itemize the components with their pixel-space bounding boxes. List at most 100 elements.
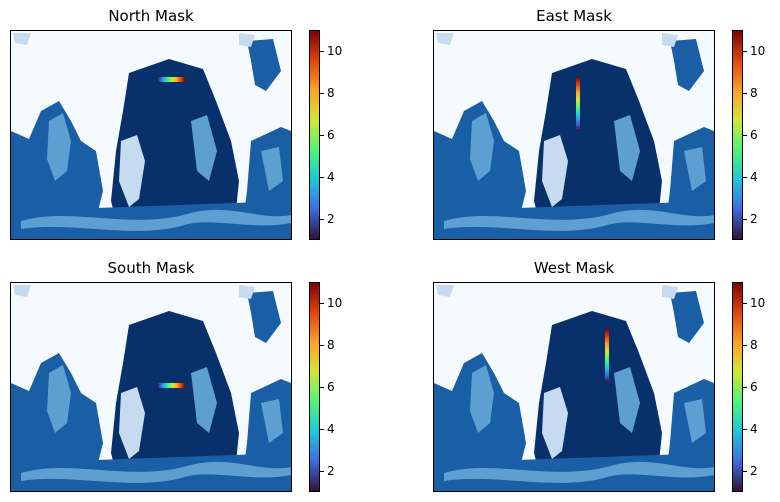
colorbar-tick-mark [320, 471, 324, 472]
map-plot [10, 30, 292, 240]
ocean-region-8 [542, 387, 568, 459]
panel-title: West Mask [533, 259, 615, 277]
map-plot [433, 30, 715, 240]
panel-north-mask: North Mask 2 4 6 8 10 [0, 0, 390, 251]
colorbar-tick-label: 10 [327, 44, 343, 58]
colorbar-tick-mark [743, 471, 747, 472]
ocean-region-3 [247, 291, 281, 343]
map-plot [433, 282, 715, 492]
ocean-region-5 [684, 399, 706, 443]
ocean-region-5 [261, 399, 283, 443]
colorbar-tick-mark [743, 387, 747, 388]
ocean-region-7 [444, 461, 714, 483]
ocean-region-8 [542, 135, 568, 207]
colorbar [309, 282, 320, 492]
colorbar-tick-label: 2 [327, 464, 335, 478]
colorbar-tick-label: 8 [327, 86, 335, 100]
ocean-region-10 [436, 285, 454, 297]
colorbar-tick-label: 4 [327, 170, 335, 184]
panel-title: North Mask [108, 7, 194, 25]
map-heatmap [11, 283, 291, 491]
ocean-region-8 [119, 387, 145, 459]
colorbar-tick-mark [320, 219, 324, 220]
ocean-region-9 [191, 367, 217, 433]
colorbar-tick-label: 4 [750, 422, 758, 436]
ocean-region-0 [111, 311, 239, 491]
colorbar-tick-label: 2 [750, 464, 758, 478]
colorbar-tick-mark [320, 303, 324, 304]
colorbar-tick-mark [743, 345, 747, 346]
colorbar-tick-label: 10 [750, 296, 766, 310]
map-heatmap [11, 31, 291, 239]
colorbar-tick-label: 6 [750, 128, 758, 142]
map-heatmap [434, 283, 714, 491]
colorbar-tick-mark [743, 93, 747, 94]
colorbar-tick-label: 8 [327, 338, 335, 352]
ocean-region-2 [470, 365, 494, 433]
ocean-region-11 [662, 285, 678, 299]
ocean-region-3 [670, 291, 704, 343]
ocean-region-0 [534, 311, 662, 491]
panel-south-mask: South Mask 2 4 6 8 10 [10, 259, 343, 492]
colorbar-tick-mark [320, 387, 324, 388]
ocean-region-2 [47, 365, 71, 433]
mask-strip [157, 77, 185, 82]
ocean-region-10 [436, 33, 454, 45]
map-plot [10, 282, 292, 492]
mask-strip [576, 77, 580, 131]
colorbar-tick-mark [743, 51, 747, 52]
ocean-region-7 [444, 209, 714, 231]
colorbar-tick-label: 6 [750, 380, 758, 394]
ocean-region-5 [261, 147, 283, 191]
colorbar-tick-mark [320, 51, 324, 52]
colorbar-tick-label: 2 [327, 212, 335, 226]
mask-strip [157, 383, 185, 388]
ocean-region-2 [470, 113, 494, 181]
colorbar-tick-label: 10 [327, 296, 343, 310]
colorbar-tick-mark [743, 219, 747, 220]
colorbar-tick-mark [320, 345, 324, 346]
ocean-region-7 [21, 209, 291, 231]
colorbar-tick-mark [743, 135, 747, 136]
ocean-region-0 [111, 59, 239, 239]
mask-strip [605, 329, 609, 383]
ocean-region-11 [662, 33, 678, 47]
ocean-region-0 [534, 59, 662, 239]
colorbar [732, 282, 743, 492]
ocean-region-9 [614, 115, 640, 181]
ocean-region-7 [21, 461, 291, 483]
ocean-region-2 [47, 113, 71, 181]
ocean-region-9 [614, 367, 640, 433]
ocean-region-8 [119, 135, 145, 207]
colorbar [309, 30, 320, 240]
panel-title: South Mask [107, 259, 195, 277]
colorbar-tick-mark [320, 429, 324, 430]
colorbar-tick-label: 4 [327, 422, 335, 436]
colorbar-tick-label: 8 [750, 86, 758, 100]
colorbar-tick-label: 4 [750, 170, 758, 184]
map-heatmap [434, 31, 714, 239]
colorbar-tick-label: 8 [750, 338, 758, 352]
colorbar [732, 30, 743, 240]
colorbar-tick-mark [320, 135, 324, 136]
colorbar-tick-mark [743, 303, 747, 304]
ocean-region-3 [670, 39, 704, 91]
panel-east-mask: East Mask 2 4 6 8 10 [433, 7, 766, 240]
colorbar-tick-label: 2 [750, 212, 758, 226]
ocean-region-11 [239, 33, 255, 47]
colorbar-tick-label: 6 [327, 380, 335, 394]
colorbar-tick-mark [743, 177, 747, 178]
colorbar-tick-mark [743, 429, 747, 430]
ocean-region-10 [13, 33, 31, 45]
colorbar-tick-mark [320, 93, 324, 94]
ocean-region-3 [247, 39, 281, 91]
colorbar-tick-label: 10 [750, 44, 766, 58]
colorbar-tick-mark [320, 177, 324, 178]
ocean-region-11 [239, 285, 255, 299]
ocean-region-10 [13, 285, 31, 297]
panel-title: East Mask [536, 7, 612, 25]
ocean-region-9 [191, 115, 217, 181]
colorbar-tick-label: 6 [327, 128, 335, 142]
ocean-region-5 [684, 147, 706, 191]
